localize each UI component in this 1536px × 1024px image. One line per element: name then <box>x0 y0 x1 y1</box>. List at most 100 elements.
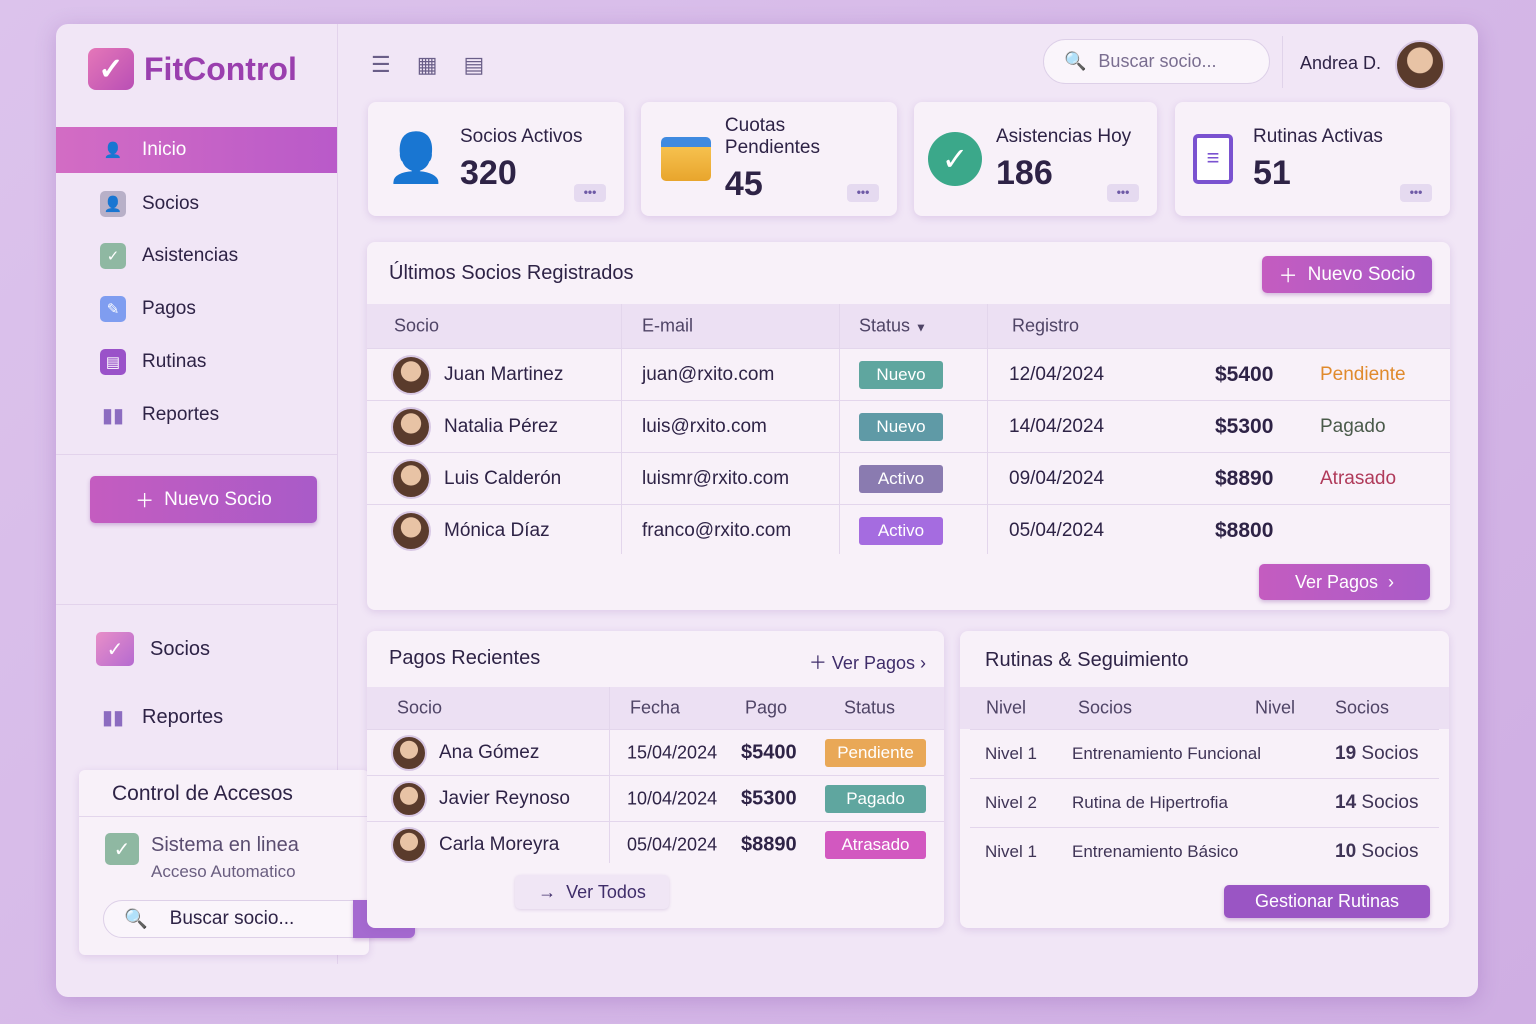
payment-date: 05/04/2024 <box>627 834 718 854</box>
nav-label: Socios <box>150 637 211 660</box>
caret-down-icon: ▼ <box>915 320 927 335</box>
member-name: Luis Calderón <box>444 467 562 489</box>
users-icon: 👤 <box>100 191 126 217</box>
member-avatar <box>391 458 431 499</box>
nav-label: Reportes <box>142 404 220 425</box>
sidebar-new-member-button[interactable]: ＋ Nuevo Socio <box>90 476 317 523</box>
stat-card-socios[interactable]: 👤 Socios Activos 320 ••• <box>368 102 624 216</box>
panel-title: Últimos Socios Registrados <box>389 262 634 284</box>
panel-title: Pagos Recientes <box>389 647 541 669</box>
table-row[interactable]: Nivel 1 Entrenamiento Básico 10 Socios <box>970 827 1439 876</box>
column-header[interactable]: Socio <box>394 315 440 336</box>
sidebar-item-rutinas[interactable]: ▤ Rutinas <box>56 339 337 385</box>
menu-icon[interactable]: ☰ <box>371 52 391 77</box>
stat-card-rutinas[interactable]: ≡ Rutinas Activas 51 ••• <box>1175 102 1450 216</box>
column-header: Status <box>844 697 896 718</box>
chevron-right-icon: › <box>1388 571 1395 592</box>
view-all-button[interactable]: → Ver Todos <box>515 875 669 909</box>
member-name: Carla Moreyra <box>439 833 560 855</box>
grid-icon[interactable]: ▦ <box>416 52 438 77</box>
member-avatar <box>391 406 431 447</box>
sidebar-item-reportes[interactable]: ▮▮ Reportes <box>56 392 337 438</box>
search-placeholder: Buscar socio... <box>1098 51 1217 71</box>
sidebar-item-inicio[interactable]: 👤 Inicio <box>56 127 337 173</box>
sidebar-secondary-socios[interactable]: ✓ Socios <box>56 626 337 672</box>
view-payments-link[interactable]: ＋ Ver Pagos › <box>808 653 926 673</box>
view-payments-button[interactable]: Ver Pagos › <box>1259 564 1430 600</box>
column-header-status[interactable]: Status ▼ <box>859 315 927 336</box>
new-member-button[interactable]: ＋ Nuevo Socio <box>1262 256 1432 293</box>
table-row[interactable]: Nivel 2 Rutina de Hipertrofia 14 Socios <box>970 778 1439 827</box>
member-name: Javier Reynoso <box>439 787 570 809</box>
table-row[interactable]: Mónica Díaz franco@rxito.com Activo 05/0… <box>367 504 1450 556</box>
more-icon[interactable]: ••• <box>1400 184 1432 202</box>
member-avatar <box>391 780 427 817</box>
system-status: Sistema en linea <box>151 834 299 856</box>
nav-label: Rutinas <box>142 351 207 372</box>
access-mode: Acceso Automatico <box>151 862 296 881</box>
column-header[interactable]: E-mail <box>642 315 694 336</box>
table-row[interactable]: Javier Reynoso 10/04/2024 $5300 Pagado <box>367 775 944 821</box>
user-avatar[interactable] <box>1395 40 1445 90</box>
routine-level: Nivel 2 <box>985 793 1037 812</box>
stat-label: Cuotas Pendientes <box>724 114 820 158</box>
sidebar-secondary-reportes[interactable]: ▮▮ Reportes <box>56 694 337 740</box>
status-badge: Atrasado <box>825 830 926 859</box>
manage-routines-button[interactable]: Gestionar Rutinas <box>1224 885 1430 918</box>
list-icon[interactable]: ▤ <box>463 52 485 77</box>
registration-date: 09/04/2024 <box>1009 467 1105 489</box>
routine-name: Entrenamiento Básico <box>1072 842 1239 861</box>
member-unit: Socios <box>1361 743 1419 764</box>
more-icon[interactable]: ••• <box>1107 184 1139 202</box>
plus-icon: ＋ <box>135 491 155 512</box>
panel-title: Rutinas & Seguimiento <box>985 649 1189 671</box>
clipboard-icon: ▤ <box>100 349 126 375</box>
stat-value: 51 <box>1253 153 1291 192</box>
member-name: Juan Martinez <box>444 363 564 385</box>
column-header[interactable]: Registro <box>1012 315 1080 336</box>
panel-title: Control de Accesos <box>112 782 293 805</box>
payment-status: Pagado <box>1320 415 1386 437</box>
plus-icon: ＋ <box>1278 266 1298 287</box>
table-row[interactable]: Natalia Pérez luis@rxito.com Nuevo 14/04… <box>367 400 1450 452</box>
member-unit: Socios <box>1361 792 1419 813</box>
recent-members-panel: Últimos Socios Registrados ＋ Nuevo Socio … <box>367 242 1450 610</box>
registration-date: 14/04/2024 <box>1009 415 1105 437</box>
stat-value: 45 <box>724 164 763 203</box>
stat-label: Asistencias Hoy <box>996 125 1132 147</box>
amount: $5300 <box>1215 414 1274 438</box>
table-row[interactable]: Luis Calderón luismr@rxito.com Activo 09… <box>367 452 1450 504</box>
sidebar-item-socios[interactable]: 👤 Socios <box>56 181 337 227</box>
logo-check-icon: ✓ <box>88 48 134 90</box>
table-header: Socio Fecha Pago Status <box>367 687 944 729</box>
sidebar-item-pagos[interactable]: ✎ Pagos <box>56 286 337 332</box>
sidebar-search-input[interactable]: 🔍 Buscar socio... <box>103 900 355 938</box>
arrow-right-icon: → <box>538 881 557 902</box>
button-label: Ver Pagos <box>1294 571 1379 592</box>
nav-label: Reportes <box>142 705 224 728</box>
stat-card-asistencias[interactable]: ✓ Asistencias Hoy 186 ••• <box>914 102 1157 216</box>
stat-card-cuotas[interactable]: Cuotas Pendientes 45 ••• <box>641 102 897 216</box>
member-name: Ana Gómez <box>439 741 540 763</box>
nav-label: Pagos <box>142 298 196 319</box>
member-avatar <box>391 826 427 863</box>
table-row[interactable]: Juan Martinez juan@rxito.com Nuevo 12/04… <box>367 348 1450 400</box>
table-row[interactable]: Nivel 1 Entrenamiento Funcional 19 Socio… <box>970 729 1439 778</box>
button-label: Nuevo Socio <box>164 488 272 510</box>
more-icon[interactable]: ••• <box>574 184 606 202</box>
status-badge: Pagado <box>825 784 926 813</box>
divider <box>56 604 337 605</box>
view-toolbar: ☰ ▦ ▤ <box>371 52 484 78</box>
table-row[interactable]: Carla Moreyra 05/04/2024 $8890 Atrasado <box>367 821 944 867</box>
member-unit: Socios <box>1361 841 1419 862</box>
bar-chart-icon: ▮▮ <box>101 706 124 729</box>
nav-label: Socios <box>142 193 200 214</box>
registration-date: 05/04/2024 <box>1009 519 1105 541</box>
app-name: FitControl <box>144 50 297 87</box>
more-icon[interactable]: ••• <box>847 184 879 202</box>
header-search-input[interactable]: 🔍 Buscar socio... <box>1043 39 1270 84</box>
table-row[interactable]: Ana Gómez 15/04/2024 $5400 Pendiente <box>367 729 944 775</box>
stat-value: 320 <box>460 153 517 192</box>
check-icon: ✓ <box>105 833 139 865</box>
sidebar-item-asistencias[interactable]: ✓ Asistencias <box>56 233 337 279</box>
